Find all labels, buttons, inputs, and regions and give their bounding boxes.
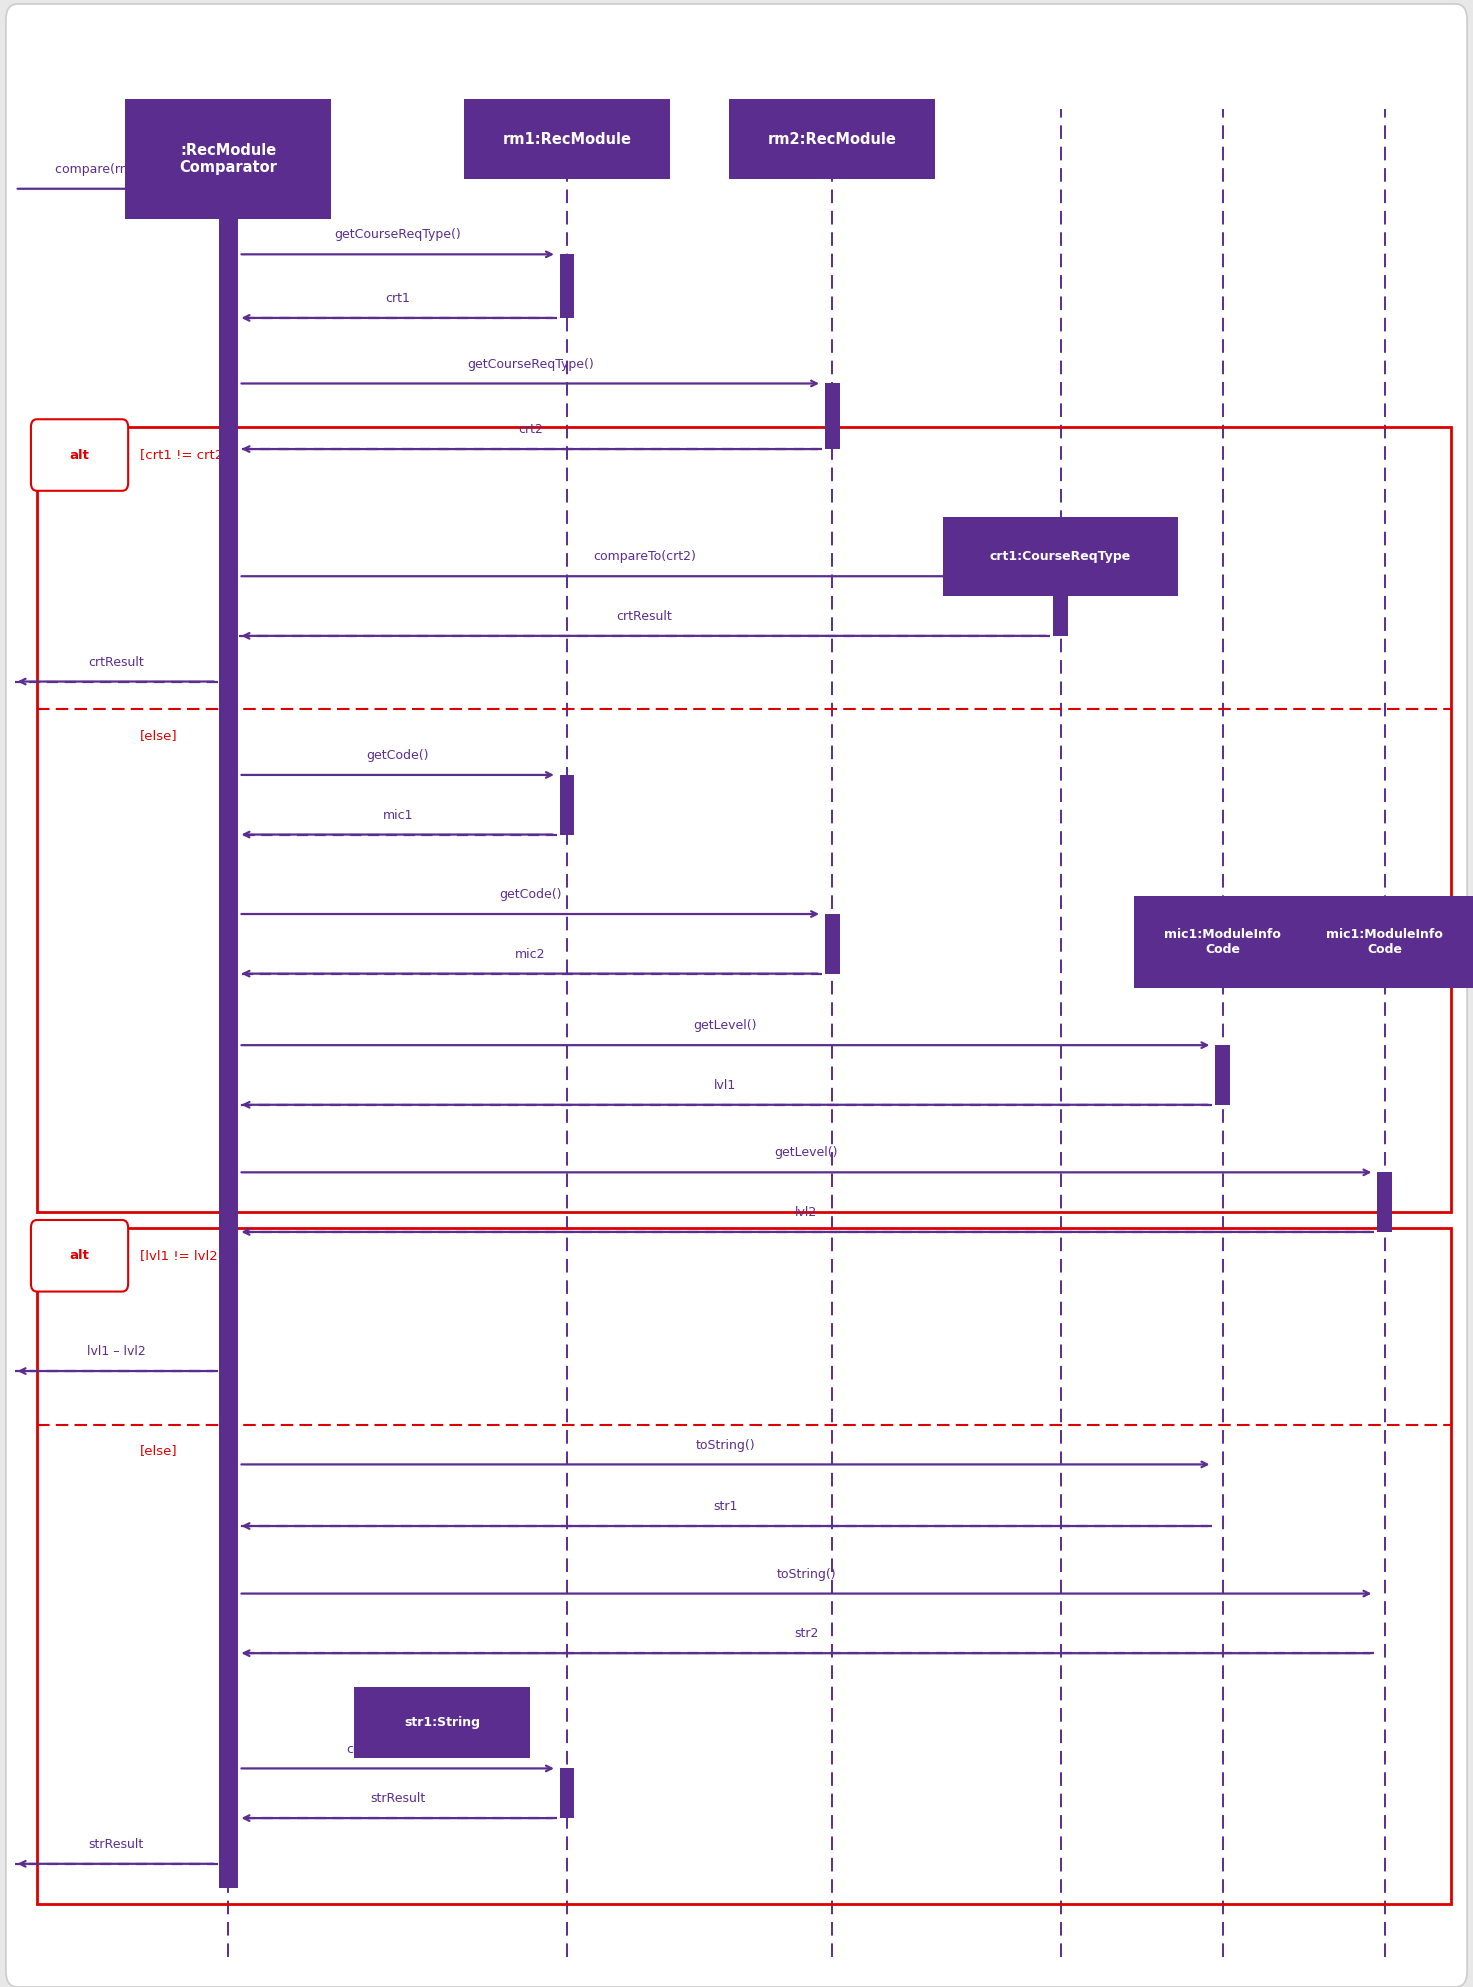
Bar [825, 383, 840, 449]
Bar [464, 99, 670, 179]
Bar [943, 517, 1178, 596]
Text: strResult: strResult [370, 1792, 426, 1804]
Text: rm1:RecModule: rm1:RecModule [502, 131, 632, 147]
Text: crt1:CourseReqType: crt1:CourseReqType [990, 550, 1131, 562]
Text: mic1: mic1 [383, 809, 412, 823]
Text: getCode(): getCode() [499, 888, 561, 902]
Text: [crt1 != crt2]: [crt1 != crt2] [140, 449, 228, 461]
Text: compareTo(crt2): compareTo(crt2) [594, 550, 695, 564]
Text: toString(): toString() [776, 1568, 837, 1582]
Text: getLevel(): getLevel() [775, 1146, 838, 1160]
Bar [825, 914, 840, 974]
Text: rm2:RecModule: rm2:RecModule [767, 131, 897, 147]
Bar [1377, 1172, 1392, 1232]
Text: getCode(): getCode() [367, 749, 429, 763]
Text: toString(): toString() [695, 1439, 756, 1451]
Text: str2: str2 [794, 1627, 819, 1641]
Bar [560, 775, 574, 835]
Bar [560, 254, 574, 318]
Text: [else]: [else] [140, 1445, 178, 1456]
Text: mic1:ModuleInfo
Code: mic1:ModuleInfo Code [1326, 928, 1444, 956]
Text: lvl1 – lvl2: lvl1 – lvl2 [87, 1345, 146, 1359]
Text: alt: alt [69, 1250, 90, 1262]
Text: str1:String: str1:String [404, 1717, 480, 1729]
FancyBboxPatch shape [31, 1220, 128, 1292]
Text: crtResult: crtResult [617, 610, 672, 624]
Text: lvl1: lvl1 [714, 1079, 736, 1093]
Bar [354, 1687, 530, 1758]
Text: mic1:ModuleInfo
Code: mic1:ModuleInfo Code [1164, 928, 1282, 956]
Bar [1134, 896, 1311, 988]
FancyBboxPatch shape [6, 4, 1467, 1987]
Bar [729, 99, 935, 179]
Bar [1053, 576, 1068, 636]
Text: [else]: [else] [140, 729, 178, 741]
Text: [lvl1 != lvl2]: [lvl1 != lvl2] [140, 1250, 222, 1262]
Text: getCourseReqType(): getCourseReqType() [334, 229, 461, 242]
Bar [125, 99, 331, 219]
Text: compareTo(str2): compareTo(str2) [346, 1743, 449, 1757]
Bar [218, 189, 239, 1888]
Text: :RecModule
Comparator: :RecModule Comparator [180, 143, 277, 175]
Text: alt: alt [69, 449, 90, 461]
Bar [1296, 896, 1473, 988]
Bar [1215, 1045, 1230, 1105]
Text: compare(rm1, rm2): compare(rm1, rm2) [55, 163, 178, 177]
Text: crtResult: crtResult [88, 656, 144, 668]
Text: strResult: strResult [88, 1838, 144, 1852]
Text: getCourseReqType(): getCourseReqType() [467, 358, 594, 370]
Text: crt1: crt1 [386, 292, 409, 306]
Bar [37, 1228, 1451, 1904]
Text: crt2: crt2 [518, 423, 542, 437]
Bar [37, 427, 1451, 1212]
Text: mic2: mic2 [516, 948, 545, 962]
Text: lvl2: lvl2 [795, 1206, 818, 1218]
FancyBboxPatch shape [31, 419, 128, 491]
Text: str1: str1 [713, 1500, 738, 1514]
Bar [560, 1768, 574, 1818]
Text: getLevel(): getLevel() [694, 1019, 757, 1033]
